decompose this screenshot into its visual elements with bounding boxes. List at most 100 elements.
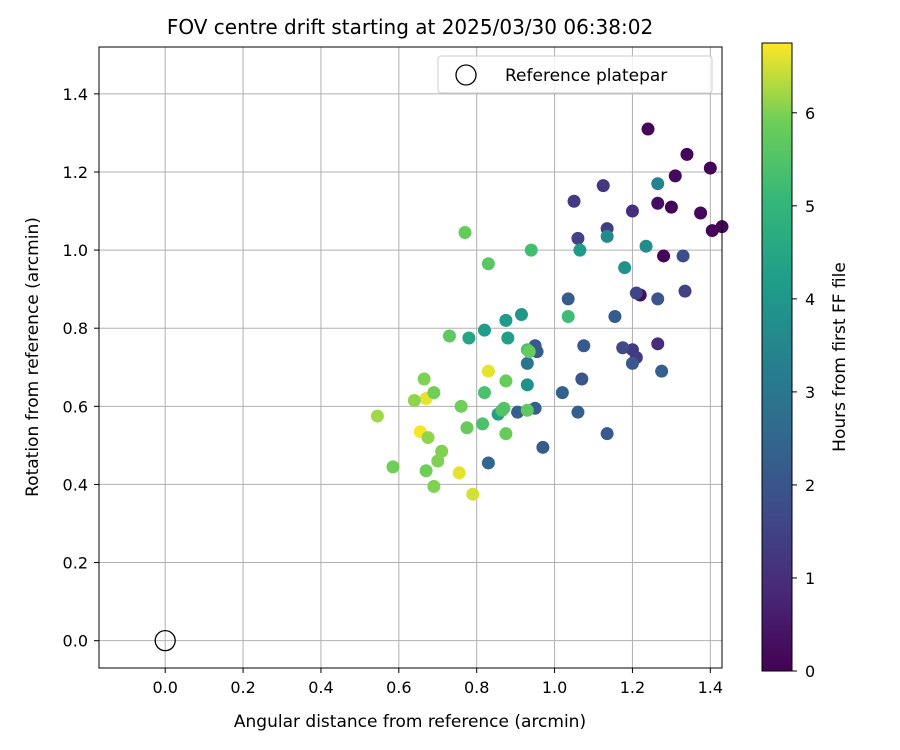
chart-title: FOV centre drift starting at 2025/03/30 … [167, 15, 653, 39]
data-point [625, 204, 639, 218]
data-point [477, 323, 491, 337]
y-axis-ticks: 0.0 0.2 0.4 0.6 0.8 1.0 1.2 1.4 [63, 85, 99, 651]
legend: Reference platepar [437, 55, 713, 94]
data-point [427, 479, 441, 493]
data-point [476, 417, 490, 431]
data-point [460, 421, 474, 435]
colorbar-label: Hours from first FF file [830, 262, 850, 452]
data-point [417, 372, 431, 386]
data-point [520, 356, 534, 370]
data-point [680, 147, 694, 161]
data-point [694, 206, 708, 220]
data-point [477, 386, 491, 400]
data-point [435, 444, 449, 458]
y-tick-label: 1.2 [63, 163, 88, 182]
reference-marker [154, 630, 176, 652]
data-point [495, 403, 509, 417]
colorbar-tick-label: 6 [805, 104, 815, 123]
data-point [501, 331, 515, 345]
colorbar-tick-label: 5 [805, 197, 815, 216]
data-point [571, 231, 585, 245]
data-point [664, 200, 678, 214]
data-point [520, 378, 534, 392]
data-point [651, 196, 665, 210]
y-tick-label: 0.6 [63, 397, 88, 416]
data-point [555, 386, 569, 400]
data-point [499, 427, 513, 441]
colorbar-tick-label: 2 [805, 476, 815, 495]
x-tick-label: 0.6 [386, 678, 411, 697]
data-point [651, 292, 665, 306]
data-point [421, 431, 435, 445]
data-point [655, 364, 669, 378]
data-points [370, 122, 729, 501]
colorbar-tick-label: 3 [805, 383, 815, 402]
data-point [625, 356, 639, 370]
x-tick-label: 1.2 [620, 678, 645, 697]
data-point [678, 284, 692, 298]
data-point [577, 339, 591, 353]
data-point [442, 329, 456, 343]
colorbar-tick-label: 4 [805, 290, 815, 309]
data-point [618, 261, 632, 275]
data-point [676, 249, 690, 263]
grid-lines [99, 47, 722, 668]
x-axis-ticks: 0.0 0.2 0.4 0.6 0.8 1.0 1.2 1.4 [152, 668, 723, 697]
x-axis-label: Angular distance from reference (arcmin) [234, 712, 586, 732]
data-point [573, 243, 587, 257]
y-tick-label: 1.4 [63, 85, 88, 104]
data-point [639, 239, 653, 253]
x-tick-label: 0.0 [152, 678, 177, 697]
data-point [407, 393, 421, 407]
data-point [641, 122, 655, 136]
data-point [629, 286, 643, 300]
data-point [651, 337, 665, 351]
colorbar-tick-label: 1 [805, 569, 815, 588]
data-point [454, 399, 468, 413]
data-point [386, 460, 400, 474]
x-tick-label: 0.8 [464, 678, 489, 697]
y-tick-label: 1.0 [63, 241, 88, 260]
reference-platepar-marker [154, 630, 176, 652]
data-point [431, 454, 445, 468]
data-point [514, 308, 528, 322]
data-point [370, 409, 384, 423]
data-point [458, 226, 472, 240]
y-axis-label: Rotation from reference (arcmin) [23, 217, 43, 497]
data-point [600, 229, 614, 243]
data-point [600, 427, 614, 441]
data-point [705, 224, 719, 238]
data-point [481, 257, 495, 271]
y-tick-label: 0.0 [63, 632, 88, 651]
data-point [520, 403, 534, 417]
legend-entry-label: Reference platepar [505, 66, 667, 86]
data-point [651, 177, 665, 191]
x-tick-label: 0.4 [308, 678, 333, 697]
data-point [616, 341, 630, 355]
data-point [703, 161, 717, 175]
y-tick-label: 0.8 [63, 319, 88, 338]
data-point [419, 464, 433, 478]
data-point [668, 169, 682, 183]
data-point [524, 243, 538, 257]
data-point [462, 331, 476, 345]
colorbar: 0 1 2 3 4 5 6 Hours from first FF file [761, 42, 850, 681]
data-point [657, 249, 671, 263]
data-point [561, 309, 575, 323]
data-point [481, 364, 495, 378]
data-point [427, 386, 441, 400]
data-point [561, 292, 575, 306]
y-tick-label: 0.2 [63, 554, 88, 573]
data-point [522, 345, 536, 359]
x-tick-label: 1.4 [698, 678, 723, 697]
data-point [466, 487, 480, 501]
data-point [499, 374, 513, 388]
legend-open-circle-marker [455, 64, 477, 86]
data-point [536, 440, 550, 454]
plot-area-frame [98, 46, 723, 669]
data-point [596, 179, 610, 193]
data-point [608, 309, 622, 323]
data-point [499, 313, 513, 327]
data-point [567, 194, 581, 208]
